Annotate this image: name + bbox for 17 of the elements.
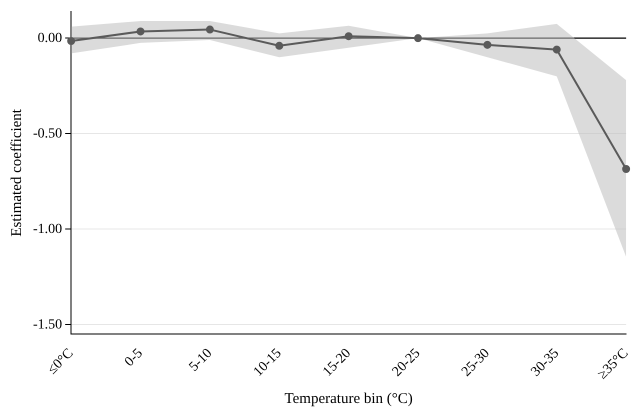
point <box>275 42 284 50</box>
x-tick-label: 5-10 <box>186 346 216 375</box>
x-tick-label: 0-5 <box>122 346 146 370</box>
point <box>67 37 76 46</box>
point <box>552 46 561 54</box>
point <box>622 164 630 173</box>
y-tick-label: -1.00 <box>32 222 62 237</box>
point <box>414 34 422 42</box>
point <box>483 40 492 49</box>
point <box>344 32 353 40</box>
y-tick-label: -1.50 <box>32 317 62 332</box>
point <box>136 27 145 36</box>
y-axis-title: Estimated coefficient <box>8 108 25 237</box>
point <box>206 26 214 34</box>
y-tick-label: 0.00 <box>38 30 62 46</box>
x-axis-title: Temperature bin (°C) <box>284 390 413 407</box>
y-tick-label: -0.50 <box>32 126 62 142</box>
